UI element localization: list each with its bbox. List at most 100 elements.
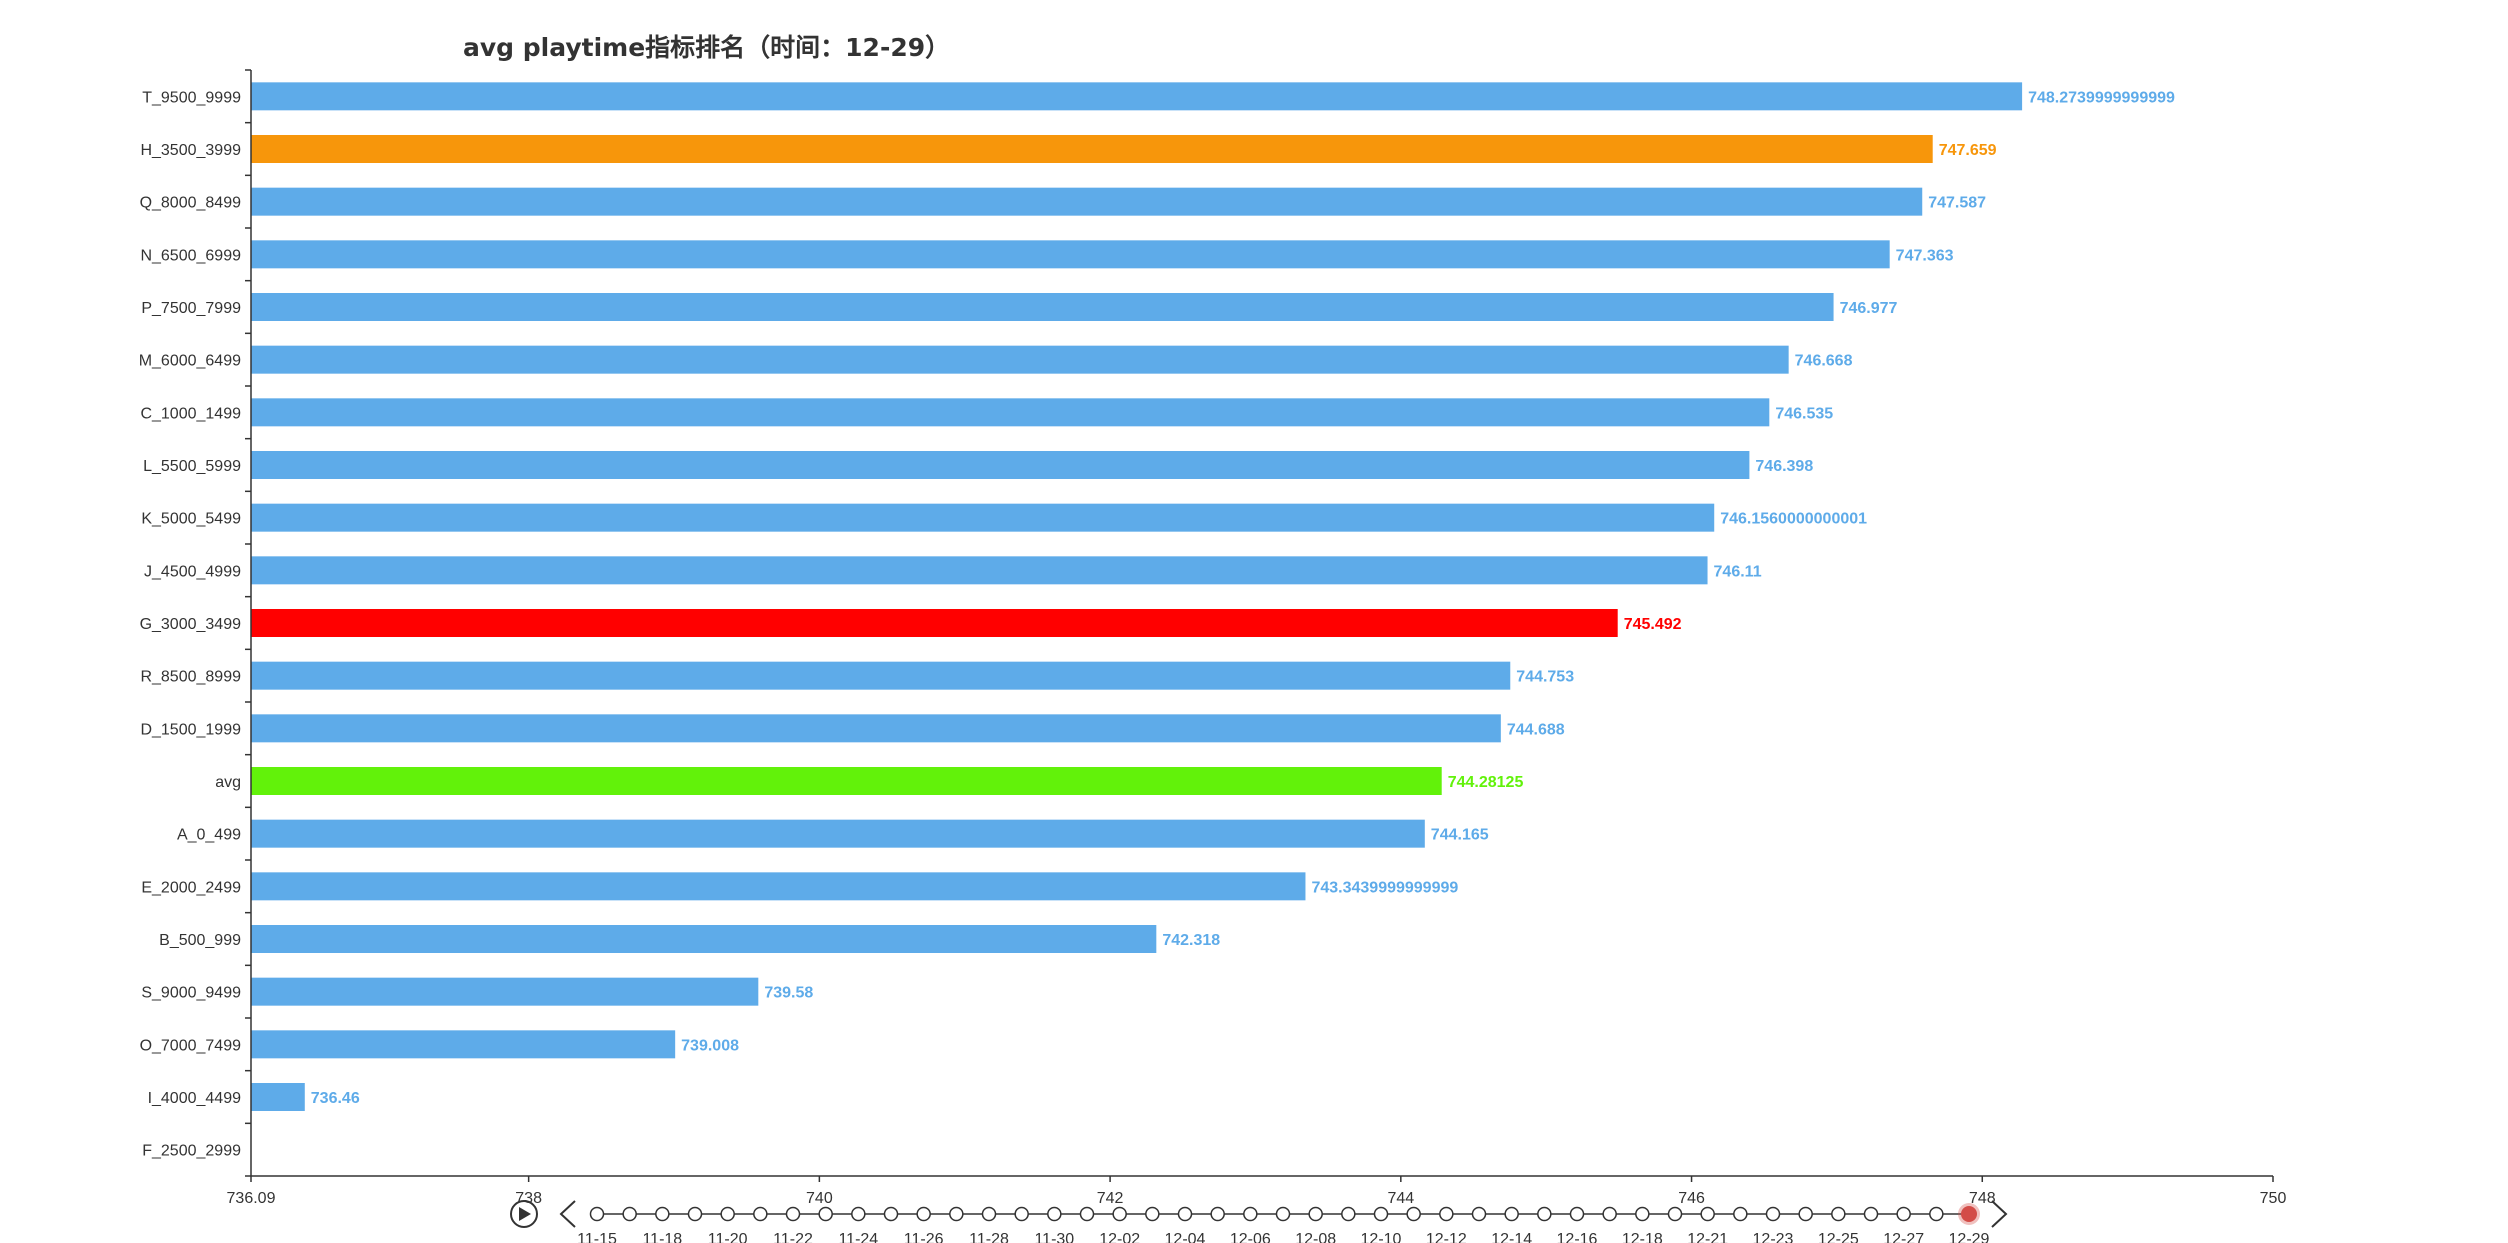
bar[interactable] <box>251 661 1511 690</box>
timeline-node-current[interactable] <box>1961 1206 1977 1222</box>
timeline-node[interactable] <box>1863 1206 1879 1222</box>
timeline-node[interactable] <box>1112 1206 1127 1222</box>
play-circle-icon[interactable] <box>510 1200 538 1228</box>
bar[interactable] <box>251 819 1425 848</box>
chevron-left-icon[interactable] <box>559 1200 576 1228</box>
timeline-node[interactable] <box>1210 1206 1225 1222</box>
timeline-node[interactable] <box>720 1206 735 1222</box>
bar[interactable] <box>251 503 1715 532</box>
timeline-node[interactable] <box>1700 1206 1715 1222</box>
timeline-node[interactable] <box>655 1206 670 1222</box>
timeline-label: 12-27 <box>1883 1231 1924 1243</box>
x-tick-label: 740 <box>806 1190 833 1207</box>
timeline-node[interactable] <box>1079 1206 1095 1222</box>
value-label: 744.165 <box>1431 827 1489 844</box>
timeline-node[interactable] <box>1341 1206 1356 1222</box>
category-label: K_5000_5499 <box>141 511 241 528</box>
bar[interactable] <box>251 451 1750 479</box>
bar[interactable] <box>251 345 1789 374</box>
category-label: O_7000_7499 <box>140 1037 242 1054</box>
timeline-label: 12-29 <box>1949 1231 1990 1243</box>
category-label: G_3000_3499 <box>140 616 242 633</box>
timeline-node[interactable] <box>1406 1206 1421 1222</box>
timeline-node[interactable] <box>1439 1206 1454 1222</box>
timeline-node[interactable] <box>1667 1206 1683 1222</box>
category-label: J_4500_4999 <box>144 563 241 580</box>
chevron-right-icon[interactable] <box>1991 1200 2008 1228</box>
timeline-label: 12-02 <box>1099 1231 1140 1243</box>
timeline-node[interactable] <box>1308 1206 1323 1222</box>
value-label: 739.008 <box>681 1037 739 1054</box>
timeline-label: 11-30 <box>1034 1231 1074 1243</box>
bar[interactable] <box>251 714 1501 743</box>
timeline-node[interactable] <box>753 1206 768 1222</box>
bar[interactable] <box>251 135 1933 163</box>
timeline-node[interactable] <box>883 1206 899 1222</box>
timeline-node[interactable] <box>1537 1206 1552 1222</box>
timeline-node[interactable] <box>1733 1206 1748 1222</box>
timeline-node[interactable] <box>818 1206 833 1222</box>
timeline-node[interactable] <box>981 1206 997 1222</box>
value-label: 747.587 <box>1928 195 1986 212</box>
timeline-node[interactable] <box>622 1206 637 1222</box>
category-label: E_2000_2499 <box>141 879 241 896</box>
timeline-node[interactable] <box>916 1206 931 1222</box>
category-label: L_5500_5999 <box>143 458 241 475</box>
timeline-label: 12-10 <box>1361 1231 1402 1243</box>
timeline-node[interactable] <box>687 1206 703 1222</box>
timeline-label: 11-18 <box>642 1231 682 1243</box>
timeline-label: 12-12 <box>1426 1231 1467 1243</box>
value-label: 739.58 <box>764 985 813 1002</box>
bar[interactable] <box>251 609 1618 637</box>
bar[interactable] <box>251 82 2023 111</box>
bar[interactable] <box>251 556 1708 585</box>
bar[interactable] <box>251 767 1442 795</box>
value-label: 746.1560000000001 <box>1720 511 1867 528</box>
category-label: A_0_499 <box>177 827 241 844</box>
timeline-node[interactable] <box>1047 1206 1062 1222</box>
timeline-node[interactable] <box>1635 1206 1650 1222</box>
category-label: M_6000_6499 <box>139 353 241 370</box>
category-label: T_9500_9999 <box>142 89 241 106</box>
timeline-node[interactable] <box>785 1206 801 1222</box>
bar[interactable] <box>251 398 1770 427</box>
timeline-node[interactable] <box>1243 1206 1258 1222</box>
bar[interactable] <box>251 187 1923 216</box>
timeline-node[interactable] <box>1504 1206 1519 1222</box>
category-label: N_6500_6999 <box>140 247 241 264</box>
bar[interactable] <box>251 925 1157 953</box>
value-label: 746.11 <box>1714 563 1762 580</box>
category-label: S_9000_9499 <box>141 985 241 1002</box>
timeline-node[interactable] <box>851 1206 866 1222</box>
bar[interactable] <box>251 1030 676 1059</box>
timeline-label: 11-22 <box>773 1231 813 1243</box>
bar[interactable] <box>251 1083 305 1111</box>
x-tick-label: 748 <box>1969 1190 1996 1207</box>
timeline-node[interactable] <box>1765 1206 1781 1222</box>
timeline-node[interactable] <box>1373 1206 1389 1222</box>
value-label: 747.659 <box>1939 142 1997 159</box>
bar[interactable] <box>251 240 1890 269</box>
timeline-node[interactable] <box>1014 1206 1029 1222</box>
timeline-node[interactable] <box>1929 1206 1944 1222</box>
timeline-node[interactable] <box>1569 1206 1585 1222</box>
value-axis: 736.09 738 740 742 744 746 748 750 <box>227 1175 2286 1207</box>
timeline-node[interactable] <box>1275 1206 1291 1222</box>
value-label: 745.492 <box>1624 616 1682 633</box>
timeline-node[interactable] <box>1471 1206 1487 1222</box>
timeline-node[interactable] <box>1602 1206 1617 1222</box>
timeline-node[interactable] <box>1798 1206 1813 1222</box>
bar[interactable] <box>251 293 1834 321</box>
bar[interactable] <box>251 872 1306 901</box>
timeline-node[interactable] <box>1896 1206 1911 1222</box>
value-label: 746.977 <box>1840 300 1898 317</box>
timeline-node[interactable] <box>1177 1206 1193 1222</box>
timeline-label: 11-15 <box>577 1231 617 1243</box>
timeline-node[interactable] <box>1831 1206 1846 1222</box>
timeline-node[interactable] <box>949 1206 964 1222</box>
bar[interactable] <box>251 977 759 1006</box>
timeline-node[interactable] <box>1145 1206 1160 1222</box>
value-label: 748.2739999999999 <box>2028 89 2175 106</box>
timeline-node[interactable] <box>589 1206 605 1222</box>
